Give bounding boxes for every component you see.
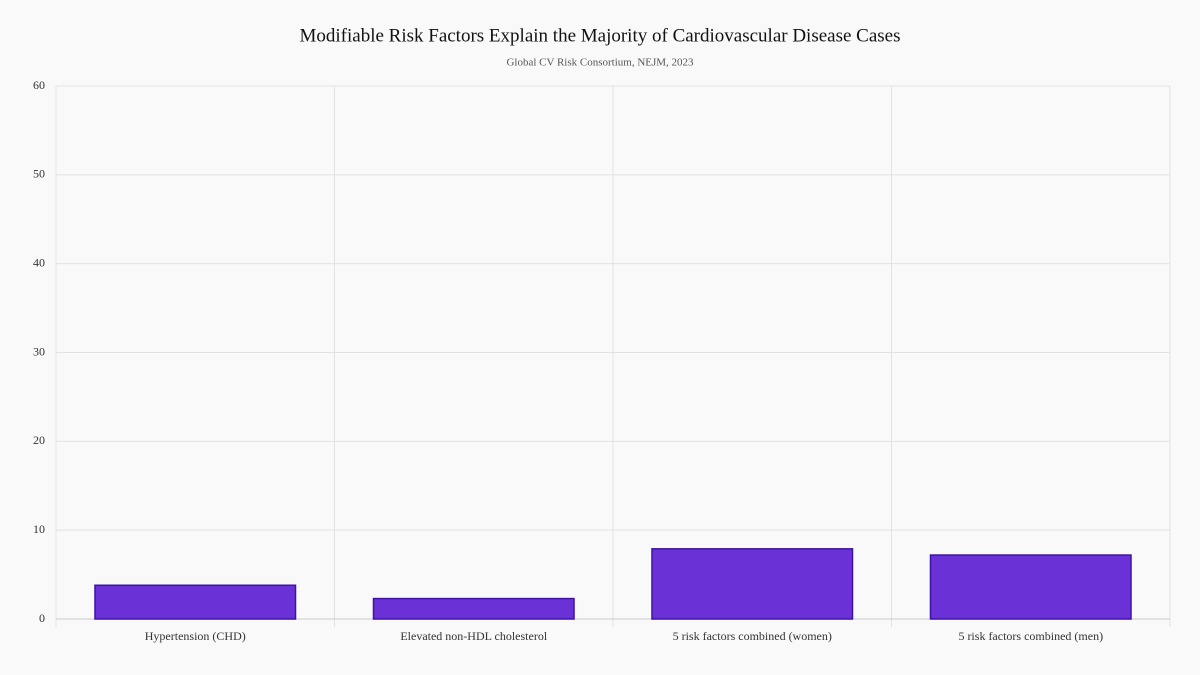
- y-tick-label: 0: [39, 611, 45, 625]
- y-tick-label: 50: [33, 167, 45, 181]
- bar: [929, 554, 1132, 620]
- y-tick-label: 10: [33, 522, 45, 536]
- x-tick-label: Hypertension (CHD): [145, 629, 246, 643]
- x-tick-label: 5 risk factors combined (men): [958, 629, 1103, 643]
- y-tick-label: 20: [33, 433, 45, 447]
- x-tick-label: Elevated non-HDL cholesterol: [400, 629, 548, 643]
- y-tick-label: 60: [33, 78, 45, 92]
- y-tick-label: 30: [33, 344, 45, 358]
- chart-subtitle: Global CV Risk Consortium, NEJM, 2023: [506, 57, 694, 69]
- bar: [94, 584, 297, 620]
- x-tick-label: 5 risk factors combined (women): [673, 629, 832, 643]
- y-tick-label: 40: [33, 255, 45, 269]
- bar: [372, 597, 575, 620]
- chart-title: Modifiable Risk Factors Explain the Majo…: [299, 25, 900, 46]
- bar: [651, 548, 854, 620]
